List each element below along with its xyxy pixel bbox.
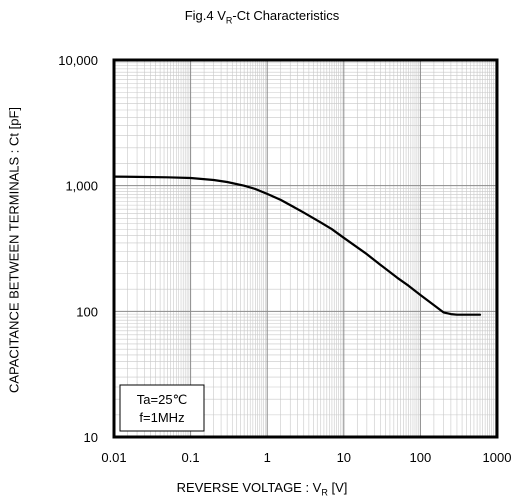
conditions-box xyxy=(119,384,205,432)
x-tick-label: 10 xyxy=(337,450,351,465)
x-tick-label: 100 xyxy=(410,450,432,465)
chart-title: Fig.4 VR-Ct Characteristics xyxy=(184,8,340,26)
x-tick-label: 0.01 xyxy=(101,450,126,465)
series-line xyxy=(112,175,482,316)
y-tick-label: 10,000 xyxy=(58,53,98,68)
conditions-text: f=1MHz xyxy=(139,410,184,425)
y-tick-label: 10 xyxy=(84,430,98,445)
y-tick-label: 100 xyxy=(76,304,98,319)
y-tick-label: 1,000 xyxy=(65,179,98,194)
plot-frame xyxy=(112,58,499,439)
x-tick-label: 1 xyxy=(264,450,271,465)
x-tick-label: 1000 xyxy=(483,450,512,465)
x-axis-label: REVERSE VOLTAGE : VR [V] xyxy=(176,480,348,498)
conditions-text: Ta=25℃ xyxy=(137,392,187,407)
x-tick-label: 0.1 xyxy=(182,450,200,465)
